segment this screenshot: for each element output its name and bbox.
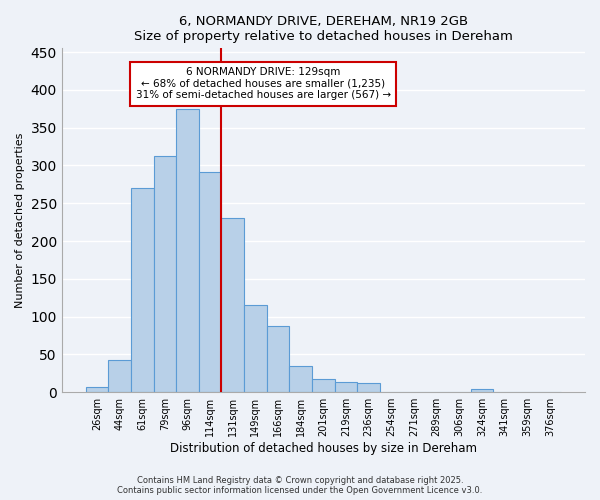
Bar <box>221 218 244 392</box>
Bar <box>335 382 358 392</box>
Title: 6, NORMANDY DRIVE, DEREHAM, NR19 2GB
Size of property relative to detached house: 6, NORMANDY DRIVE, DEREHAM, NR19 2GB Siz… <box>134 15 513 43</box>
Text: Contains HM Land Registry data © Crown copyright and database right 2025.
Contai: Contains HM Land Registry data © Crown c… <box>118 476 482 495</box>
Bar <box>199 172 221 392</box>
Bar <box>358 383 380 392</box>
X-axis label: Distribution of detached houses by size in Dereham: Distribution of detached houses by size … <box>170 442 477 455</box>
Bar <box>131 188 154 392</box>
Bar <box>470 389 493 392</box>
Bar <box>86 387 108 392</box>
Bar <box>244 304 267 392</box>
Bar <box>312 378 335 392</box>
Bar <box>154 156 176 392</box>
Bar <box>289 366 312 392</box>
Text: 6 NORMANDY DRIVE: 129sqm
← 68% of detached houses are smaller (1,235)
31% of sem: 6 NORMANDY DRIVE: 129sqm ← 68% of detach… <box>136 67 391 100</box>
Bar <box>176 109 199 392</box>
Y-axis label: Number of detached properties: Number of detached properties <box>15 132 25 308</box>
Bar <box>267 326 289 392</box>
Bar <box>108 360 131 392</box>
